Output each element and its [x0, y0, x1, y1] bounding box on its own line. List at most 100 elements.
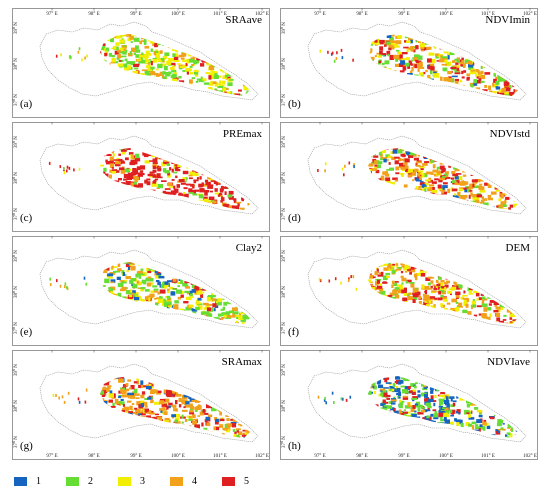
pixel-class-4: [110, 61, 115, 64]
pixel-class-5: [231, 205, 238, 210]
lat-tick-label: 38° N: [14, 58, 19, 70]
pixel-class-4: [427, 187, 433, 192]
pixel-class-4: [501, 87, 506, 93]
pixel-class-5: [455, 62, 459, 65]
pixel-class-5: [156, 173, 161, 178]
pixel-class-3: [324, 162, 327, 166]
pixel-class-3: [144, 56, 148, 61]
pixel-class-3: [498, 307, 504, 310]
pixel-class-2: [150, 48, 153, 52]
pixel-class-5: [191, 170, 196, 173]
pixel-class-4: [413, 289, 418, 293]
pixel-class-4: [225, 415, 231, 417]
pixel-class-1: [400, 60, 406, 65]
pixel-class-5: [427, 180, 432, 183]
pixel-class-5: [230, 418, 235, 421]
pixel-class-3: [108, 276, 113, 279]
pixel-class-2: [143, 40, 147, 45]
pixel-class-5: [118, 178, 122, 181]
pixel-class-5: [394, 156, 400, 159]
pixel-class-5: [399, 70, 405, 73]
pixel-class-4: [401, 277, 407, 282]
pixel-class-4: [458, 302, 463, 307]
panel-title: Clay2: [235, 242, 262, 254]
pixel-class-5: [153, 180, 157, 183]
pixel-class-4: [470, 69, 476, 72]
pixel-class-1: [191, 308, 198, 312]
pixel-class-5: [169, 192, 175, 195]
lat-tick-label: 39° N: [14, 364, 19, 376]
pixel-class-5: [488, 303, 492, 306]
pixel-class-2: [117, 282, 124, 288]
pixel-class-5: [478, 297, 485, 301]
pixel-class-1: [167, 280, 173, 283]
pixel-class-3: [391, 42, 395, 46]
lat-tick-label: 38° N: [14, 286, 19, 298]
pixel-class-4: [408, 292, 412, 296]
pixel-class-4: [457, 69, 461, 72]
pixel-class-3: [433, 73, 439, 78]
pixel-class-3: [404, 299, 408, 303]
pixel-class-5: [508, 207, 511, 210]
pixel-class-5: [111, 167, 114, 169]
pixel-class-4: [488, 197, 493, 201]
pixel-class-2: [104, 278, 110, 284]
pixel-class-4: [459, 61, 464, 65]
pixel-class-5: [234, 431, 237, 435]
pixel-class-5: [401, 289, 407, 294]
pixel-class-5: [173, 391, 176, 396]
lat-tick-label: 37° N: [282, 94, 287, 106]
pixel-class-4: [130, 266, 136, 271]
pixel-class-5: [105, 159, 108, 163]
pixel-class-5: [143, 155, 149, 158]
lat-tick-label: 39° N: [282, 250, 287, 262]
pixel-class-4: [514, 90, 518, 93]
pixel-class-5: [155, 157, 159, 159]
pixel-class-5: [128, 152, 134, 155]
pixel-class-1: [447, 55, 450, 60]
pixel-class-4: [418, 186, 422, 189]
pixel-class-1: [452, 195, 459, 200]
pixel-class-4: [119, 280, 126, 282]
pixel-class-5: [437, 184, 442, 189]
pixel-class-5: [413, 49, 416, 53]
pixel-class-4: [394, 54, 398, 57]
pixel-class-2: [159, 296, 162, 300]
pixel-class-3: [440, 303, 443, 307]
pixel-class-3: [215, 83, 222, 86]
pixel-class-5: [59, 165, 62, 169]
pixel-class-1: [392, 149, 398, 154]
lat-tick-label: 37° N: [14, 436, 19, 448]
pixel-class-4: [197, 415, 201, 417]
pixel-class-2: [394, 287, 400, 292]
pixel-class-3: [167, 60, 172, 65]
pixel-class-2: [473, 185, 479, 189]
pixel-class-3: [397, 35, 403, 39]
pixel-class-4: [111, 150, 114, 154]
pixel-class-2: [138, 274, 142, 279]
pixel-class-5: [130, 159, 136, 163]
pixel-class-2: [147, 70, 151, 73]
pixel-class-4: [137, 287, 142, 289]
pixel-class-2: [395, 49, 400, 52]
pixel-class-5: [471, 179, 478, 183]
pixel-class-4: [439, 177, 445, 181]
pixel-class-5: [66, 165, 69, 169]
pixel-class-4: [189, 79, 193, 84]
pixel-class-3: [155, 275, 161, 279]
pixel-class-4: [110, 281, 115, 284]
pixel-class-3: [148, 297, 151, 302]
pixel-class-5: [101, 43, 106, 46]
pixel-class-4: [194, 406, 198, 411]
pixel-class-5: [409, 61, 413, 66]
pixel-class-4: [154, 72, 159, 76]
map-panel-e: 39° N 38° N 37° N Clay2 (e): [12, 236, 270, 346]
pixel-class-5: [425, 277, 431, 281]
map-g: 97° E 98° E 99° E 100° E 101° E 102° E39° N38…: [12, 350, 270, 460]
pixel-class-4: [441, 63, 448, 66]
pixel-class-2: [103, 167, 107, 172]
pixel-class-3: [443, 299, 448, 302]
lat-tick-label: 37° N: [14, 94, 19, 106]
pixel-class-5: [440, 171, 444, 174]
pixel-class-3: [157, 58, 163, 62]
